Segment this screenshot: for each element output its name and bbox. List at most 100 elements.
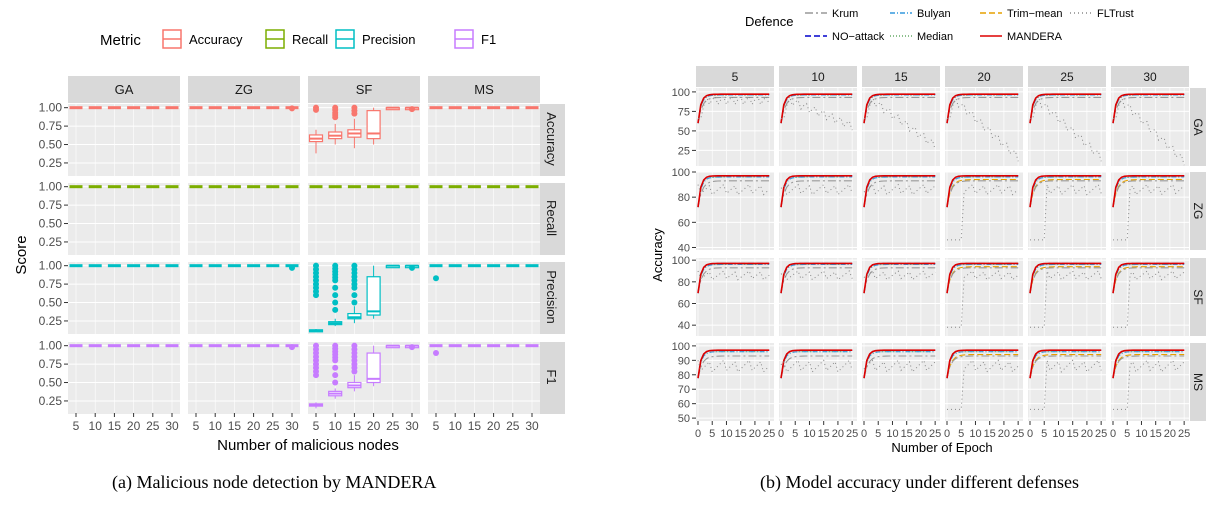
row-strip-label-precision: Precision bbox=[544, 270, 559, 323]
series-line-bulyan bbox=[946, 94, 1019, 124]
box-zg-25 bbox=[266, 264, 280, 268]
box-sf-30 bbox=[405, 185, 419, 189]
caption-b: (b) Model accuracy under different defen… bbox=[760, 472, 1080, 492]
box-ms-5 bbox=[429, 264, 443, 268]
box-outlier bbox=[332, 357, 339, 364]
panel-zg-20 bbox=[945, 172, 1023, 250]
series-line-krum bbox=[780, 180, 853, 208]
series-line-bulyan bbox=[1029, 263, 1102, 294]
row-strip-label: GA bbox=[1191, 118, 1205, 135]
series-line-krum bbox=[1112, 180, 1185, 208]
box-outlier bbox=[289, 344, 295, 351]
row-strip-precision bbox=[538, 262, 565, 334]
series-line-fltrust bbox=[863, 183, 936, 196]
box-ga-20 bbox=[127, 106, 141, 110]
x-tick-label: 15 bbox=[348, 419, 362, 433]
box-sf-15 bbox=[347, 312, 362, 320]
box-sf-15 bbox=[347, 185, 361, 189]
panel-sf-5 bbox=[696, 258, 774, 336]
series-line-krum bbox=[1112, 355, 1185, 379]
caption-a: (a) Malicious node detection by MANDERA bbox=[112, 472, 437, 492]
series-line-mandera bbox=[946, 175, 1019, 208]
box-sf-10 bbox=[328, 185, 342, 189]
box-outlier bbox=[351, 110, 358, 117]
box-outlier bbox=[332, 114, 339, 121]
strip-label-zg: ZG bbox=[235, 82, 253, 97]
x-tick-label: 10 bbox=[886, 428, 898, 440]
box-outlier bbox=[433, 350, 439, 357]
x-tick-label: 25 bbox=[146, 419, 160, 433]
box-sf-20 bbox=[366, 276, 381, 316]
panel-zg-accuracy bbox=[188, 104, 300, 176]
x-tick-label: 25 bbox=[506, 419, 520, 433]
x-tick-label: 5 bbox=[792, 428, 798, 440]
x-tick-label: 30 bbox=[405, 419, 419, 433]
row-strip-sf bbox=[1190, 258, 1206, 336]
panel-ga-30 bbox=[1111, 88, 1189, 166]
box-ga-30 bbox=[165, 185, 179, 189]
y-tick-label: 75 bbox=[678, 106, 690, 118]
series-line-mandera bbox=[946, 93, 1019, 124]
y-tick-label: 0.75 bbox=[39, 357, 63, 371]
x-tick-label: 20 bbox=[832, 428, 844, 440]
series-line-bulyan bbox=[697, 351, 770, 379]
x-tick-label: 15 bbox=[1067, 428, 1079, 440]
strip-label: 10 bbox=[811, 70, 825, 84]
model-accuracy-chart: Defence Krum NO−attack Bulyan Median Trim−mea… bbox=[650, 8, 1206, 455]
strip-label: 5 bbox=[732, 70, 739, 84]
series-line-mandera bbox=[946, 349, 1019, 379]
strip-5 bbox=[696, 66, 774, 87]
series-line-bulyan bbox=[697, 263, 770, 294]
panel-ga-f1 bbox=[68, 342, 180, 414]
box-outlier bbox=[289, 105, 295, 112]
series-line-krum bbox=[1112, 96, 1185, 124]
x-tick-label: 5 bbox=[1124, 428, 1130, 440]
box-outlier bbox=[409, 106, 415, 113]
x-tick-label: 30 bbox=[165, 419, 179, 433]
panel-sf-precision bbox=[308, 262, 420, 334]
series-line-krum bbox=[1029, 355, 1102, 379]
strip-ga bbox=[68, 76, 180, 103]
box-sf-5 bbox=[309, 185, 323, 189]
y-tick-label: 0.50 bbox=[39, 296, 63, 310]
legend-label: Median bbox=[917, 31, 953, 43]
box-ms-15 bbox=[467, 185, 481, 189]
series-line-krum bbox=[946, 355, 1019, 379]
row-strip-zg bbox=[1190, 172, 1206, 250]
y-tick-label: 0.25 bbox=[39, 235, 63, 249]
series-line-mandera bbox=[1112, 93, 1185, 124]
strip-sf bbox=[308, 76, 420, 103]
y-tick-label: 0.75 bbox=[39, 198, 63, 212]
x-tick-label: 10 bbox=[720, 428, 732, 440]
box-ga-25 bbox=[146, 344, 160, 348]
x-tick-label: 10 bbox=[89, 419, 103, 433]
series-line-krum bbox=[1112, 267, 1185, 294]
box-outlier bbox=[409, 264, 415, 271]
strip-30 bbox=[1111, 66, 1189, 87]
panel-sf-recall bbox=[308, 183, 420, 255]
series-line-mandera bbox=[1029, 175, 1102, 208]
series-line-mandera bbox=[863, 262, 936, 294]
x-tick-label: 10 bbox=[329, 419, 343, 433]
y-tick-label: 0.25 bbox=[39, 156, 63, 170]
legend-label-precision: Precision bbox=[362, 32, 415, 47]
box-outlier bbox=[351, 368, 358, 375]
y-tick-label: 100 bbox=[672, 255, 690, 267]
panel-sf-10 bbox=[779, 258, 857, 336]
x-tick-label: 25 bbox=[929, 428, 941, 440]
panel-ga-10 bbox=[779, 88, 857, 166]
series-line-fltrust bbox=[780, 359, 853, 373]
x-axis-title: Number of Epoch bbox=[891, 440, 992, 455]
y-tick-label: 1.00 bbox=[39, 180, 63, 194]
box-ms-30 bbox=[525, 344, 539, 348]
series-line-mandera bbox=[697, 262, 770, 294]
x-tick-label: 20 bbox=[749, 428, 761, 440]
series-line-krum bbox=[1029, 180, 1102, 208]
series-line-mandera bbox=[1029, 93, 1102, 124]
x-tick-label: 15 bbox=[108, 419, 122, 433]
y-tick-label: 0.75 bbox=[39, 119, 63, 133]
x-tick-label: 5 bbox=[313, 419, 320, 433]
x-tick-label: 30 bbox=[285, 419, 299, 433]
x-tick-label: 15 bbox=[735, 428, 747, 440]
series-line-fltrust bbox=[698, 95, 770, 119]
